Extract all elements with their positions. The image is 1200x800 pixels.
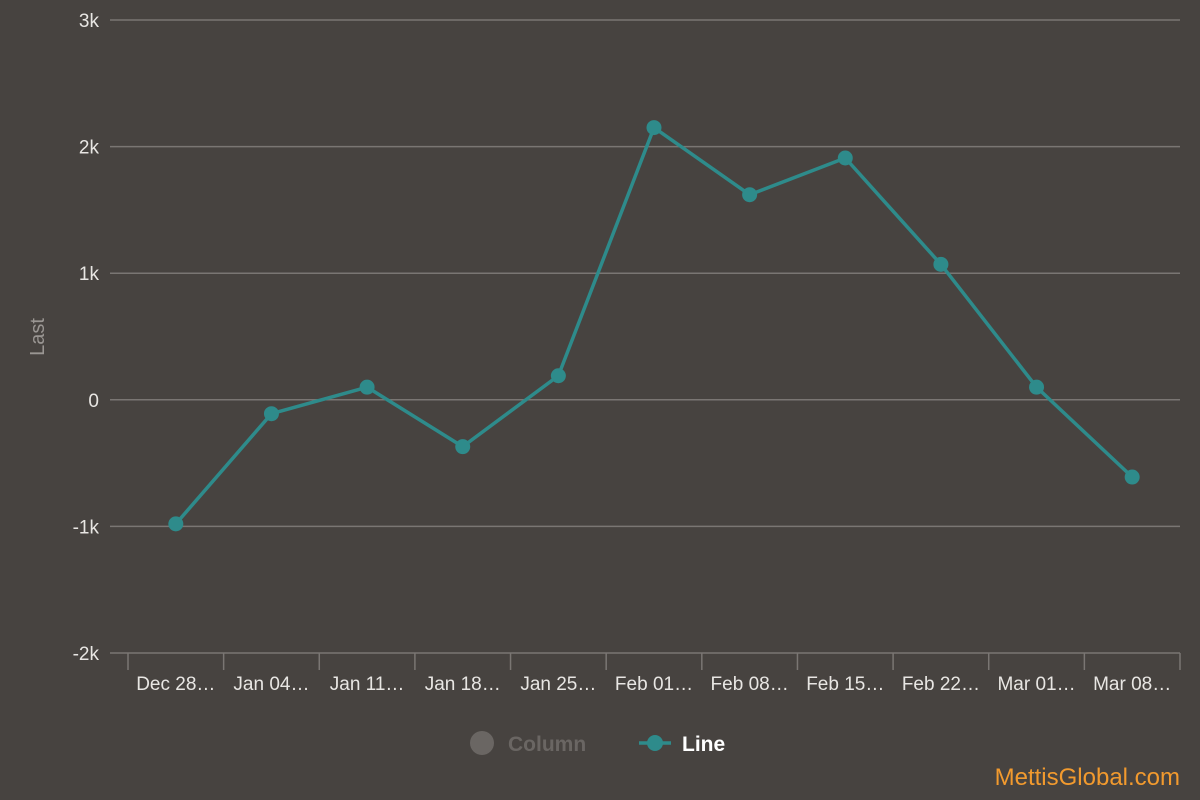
x-tick-label: Feb 01… <box>615 674 693 695</box>
data-point <box>742 187 758 203</box>
data-point <box>263 406 279 422</box>
y-tick-label: -1k <box>73 517 100 538</box>
x-tick-label: Jan 25… <box>520 674 596 695</box>
legend-column-label: Column <box>508 733 586 756</box>
x-tick-label: Feb 22… <box>902 674 980 695</box>
y-tick-label: 3k <box>79 11 100 32</box>
legend-line-marker <box>647 735 663 751</box>
data-point <box>550 368 566 384</box>
data-point <box>455 439 471 455</box>
x-tick-label: Feb 08… <box>711 674 789 695</box>
y-axis-label: Last <box>27 318 49 356</box>
series-line <box>168 120 1140 532</box>
y-tick-label: 1k <box>79 264 100 285</box>
x-tick-label: Dec 28… <box>136 674 215 695</box>
x-tick-label: Mar 08… <box>1093 674 1171 695</box>
x-axis: Dec 28… Jan 04… Jan 11… Jan 18… Jan 25… Feb 0… <box>127 653 1181 695</box>
x-tick-label: Mar 01… <box>997 674 1075 695</box>
data-point <box>168 516 184 532</box>
y-tick-label: 0 <box>88 391 99 412</box>
data-point <box>1124 469 1140 485</box>
gridlines <box>110 19 1180 654</box>
data-point <box>837 150 853 166</box>
x-tick-label: Jan 04… <box>233 674 309 695</box>
x-tick-label: Jan 11… <box>330 674 405 695</box>
series-line-path <box>174 125 1134 526</box>
legend: Column Line <box>470 731 725 756</box>
data-point <box>359 379 375 395</box>
watermark-text[interactable]: MettisGlobal.com <box>994 764 1180 791</box>
x-tick-label: Feb 15… <box>806 674 884 695</box>
legend-line-label: Line <box>682 733 725 756</box>
data-point <box>646 120 662 136</box>
data-point <box>1029 379 1045 395</box>
y-tick-label: -2k <box>73 644 100 665</box>
data-point <box>933 256 949 272</box>
legend-column-marker <box>470 731 494 755</box>
y-axis-ticks: -2k -1k 0 1k 2k 3k <box>73 11 100 665</box>
y-tick-label: 2k <box>79 138 100 159</box>
x-tick-label: Jan 18… <box>425 674 501 695</box>
